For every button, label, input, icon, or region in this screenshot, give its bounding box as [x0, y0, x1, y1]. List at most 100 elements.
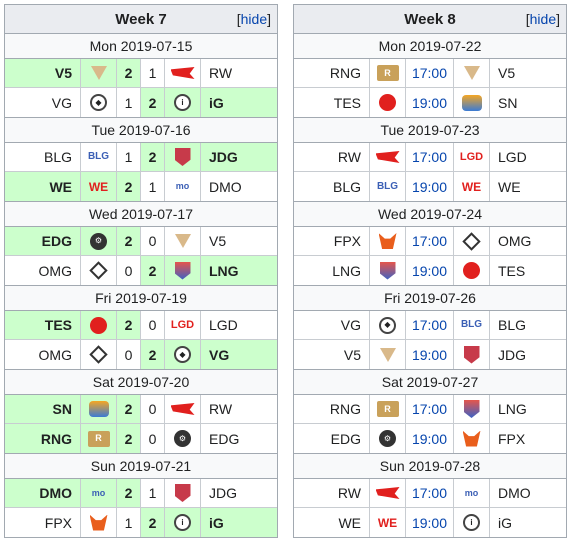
team1-name[interactable]: BLG — [5, 143, 81, 171]
team1-score: 0 — [117, 256, 141, 285]
match-time[interactable]: 17:00 — [406, 59, 454, 87]
team1-name[interactable]: VG — [294, 311, 370, 339]
team1-logo — [81, 508, 117, 537]
team2-name[interactable]: LGD — [498, 149, 527, 165]
match-time[interactable]: 17:00 — [406, 479, 454, 507]
team1-name[interactable]: SN — [5, 395, 81, 423]
team2-name[interactable]: JDG — [209, 485, 237, 501]
jdg-logo-icon — [171, 484, 195, 502]
match-time[interactable]: 19:00 — [406, 256, 454, 285]
match-time[interactable]: 19:00 — [406, 172, 454, 201]
match-day: Mon 2019-07-15 V5 2 1 RW VG ◆ 1 2 i iG — [5, 34, 277, 118]
team1-logo: R — [370, 59, 406, 87]
match-row: RNG R 17:00 V5 — [294, 59, 566, 88]
team2-name[interactable]: iG — [201, 508, 277, 537]
match-time[interactable]: 19:00 — [406, 508, 454, 537]
team1-name[interactable]: RNG — [294, 395, 370, 423]
hide-link[interactable]: hide — [529, 11, 557, 27]
team1-score: 1 — [117, 88, 141, 117]
lgd-logo-icon: LGD — [459, 150, 484, 163]
vg-logo-icon: ◆ — [171, 346, 195, 364]
match-time[interactable]: 17:00 — [406, 143, 454, 171]
lng-logo-icon — [460, 400, 484, 418]
week-title: Week 8 — [404, 11, 456, 28]
team1-logo: R — [81, 424, 117, 453]
team1-name[interactable]: FPX — [294, 227, 370, 255]
match-date: Tue 2019-07-16 — [5, 118, 277, 143]
team1-name[interactable]: VG — [5, 88, 81, 117]
team1-name[interactable]: LNG — [294, 256, 370, 285]
hide-link[interactable]: hide — [240, 11, 268, 27]
match-day: Sat 2019-07-20 SN 2 0 RW RNG R 2 0 ⚙ EDG — [5, 370, 277, 454]
team1-logo — [370, 479, 406, 507]
match-time[interactable]: 19:00 — [406, 424, 454, 453]
match-row: OMG 0 2 ◆ VG — [5, 340, 277, 369]
match-time[interactable]: 17:00 — [406, 311, 454, 339]
team2-name[interactable]: OMG — [498, 233, 532, 249]
match-row: TES 19:00 SN — [294, 88, 566, 117]
team1-logo: ◆ — [370, 311, 406, 339]
team2-name[interactable]: iG — [498, 514, 512, 531]
team2-logo — [165, 395, 201, 423]
team1-name[interactable]: OMG — [5, 340, 81, 369]
match-time[interactable]: 17:00 — [406, 227, 454, 255]
team1-logo: WE — [81, 172, 117, 201]
team1-name[interactable]: RW — [294, 143, 370, 171]
team2-logo — [165, 479, 201, 507]
team1-name[interactable]: WE — [5, 172, 81, 201]
match-day: Tue 2019-07-23 RW 17:00 LGD LGD BLG BLG 19:00 WE… — [294, 118, 566, 202]
match-time[interactable]: 19:00 — [406, 340, 454, 369]
team1-name[interactable]: RNG — [5, 424, 81, 453]
team1-name[interactable]: TES — [5, 311, 81, 339]
team2-logo — [454, 227, 490, 255]
team1-name[interactable]: EDG — [5, 227, 81, 255]
team2-name[interactable]: RW — [209, 65, 233, 81]
match-date: Tue 2019-07-23 — [294, 118, 566, 143]
team1-logo — [370, 143, 406, 171]
edg-logo-icon: ⚙ — [171, 430, 195, 448]
team2-name[interactable]: TES — [498, 262, 526, 279]
team2-score: 2 — [141, 88, 165, 117]
team1-name[interactable]: V5 — [5, 59, 81, 87]
match-row: BLG BLG 1 2 JDG — [5, 143, 277, 172]
team2-name[interactable]: WE — [498, 178, 521, 195]
team1-name[interactable]: RW — [294, 479, 370, 507]
team2-name[interactable]: VG — [201, 340, 277, 369]
team2-name[interactable]: V5 — [498, 65, 516, 81]
team1-name[interactable]: EDG — [294, 424, 370, 453]
team1-name[interactable]: DMO — [5, 479, 81, 507]
team1-name[interactable]: V5 — [294, 340, 370, 369]
team2-name[interactable]: LGD — [209, 317, 238, 333]
team2-name[interactable]: DMO — [209, 178, 242, 195]
team2-name[interactable]: FPX — [498, 430, 526, 447]
team1-logo: BLG — [81, 143, 117, 171]
match-time[interactable]: 17:00 — [406, 395, 454, 423]
rw-logo-icon — [170, 400, 195, 418]
team2-name[interactable]: V5 — [209, 233, 227, 249]
team1-name[interactable]: BLG — [294, 172, 370, 201]
team1-name[interactable]: FPX — [5, 508, 81, 537]
team1-name[interactable]: TES — [294, 88, 370, 117]
team1-name[interactable]: RNG — [294, 59, 370, 87]
team2-name[interactable]: LNG — [201, 256, 277, 285]
team2-name[interactable]: JDG — [498, 346, 526, 363]
team1-score: 2 — [117, 227, 141, 255]
we-logo-icon: WE — [377, 515, 398, 530]
match-day: Fri 2019-07-19 TES 2 0 LGD LGD OMG 0 2 ◆ VG — [5, 286, 277, 370]
team2-name[interactable]: SN — [498, 94, 518, 111]
ig-logo-icon: i — [171, 514, 195, 532]
team1-name[interactable]: WE — [294, 508, 370, 537]
team2-name[interactable]: iG — [201, 88, 277, 117]
ig-logo-icon: i — [460, 514, 484, 532]
team2-name[interactable]: DMO — [498, 485, 531, 501]
team2-name[interactable]: LNG — [498, 401, 527, 417]
team2-name[interactable]: BLG — [498, 317, 527, 333]
team2-logo: i — [165, 508, 201, 537]
team2-name[interactable]: EDG — [209, 430, 240, 447]
team2-name[interactable]: JDG — [201, 143, 277, 171]
match-time[interactable]: 19:00 — [406, 88, 454, 117]
team2-name[interactable]: RW — [209, 401, 233, 417]
lng-logo-icon — [171, 261, 195, 280]
team1-name[interactable]: OMG — [5, 256, 81, 285]
ig-logo-icon: i — [171, 94, 195, 112]
